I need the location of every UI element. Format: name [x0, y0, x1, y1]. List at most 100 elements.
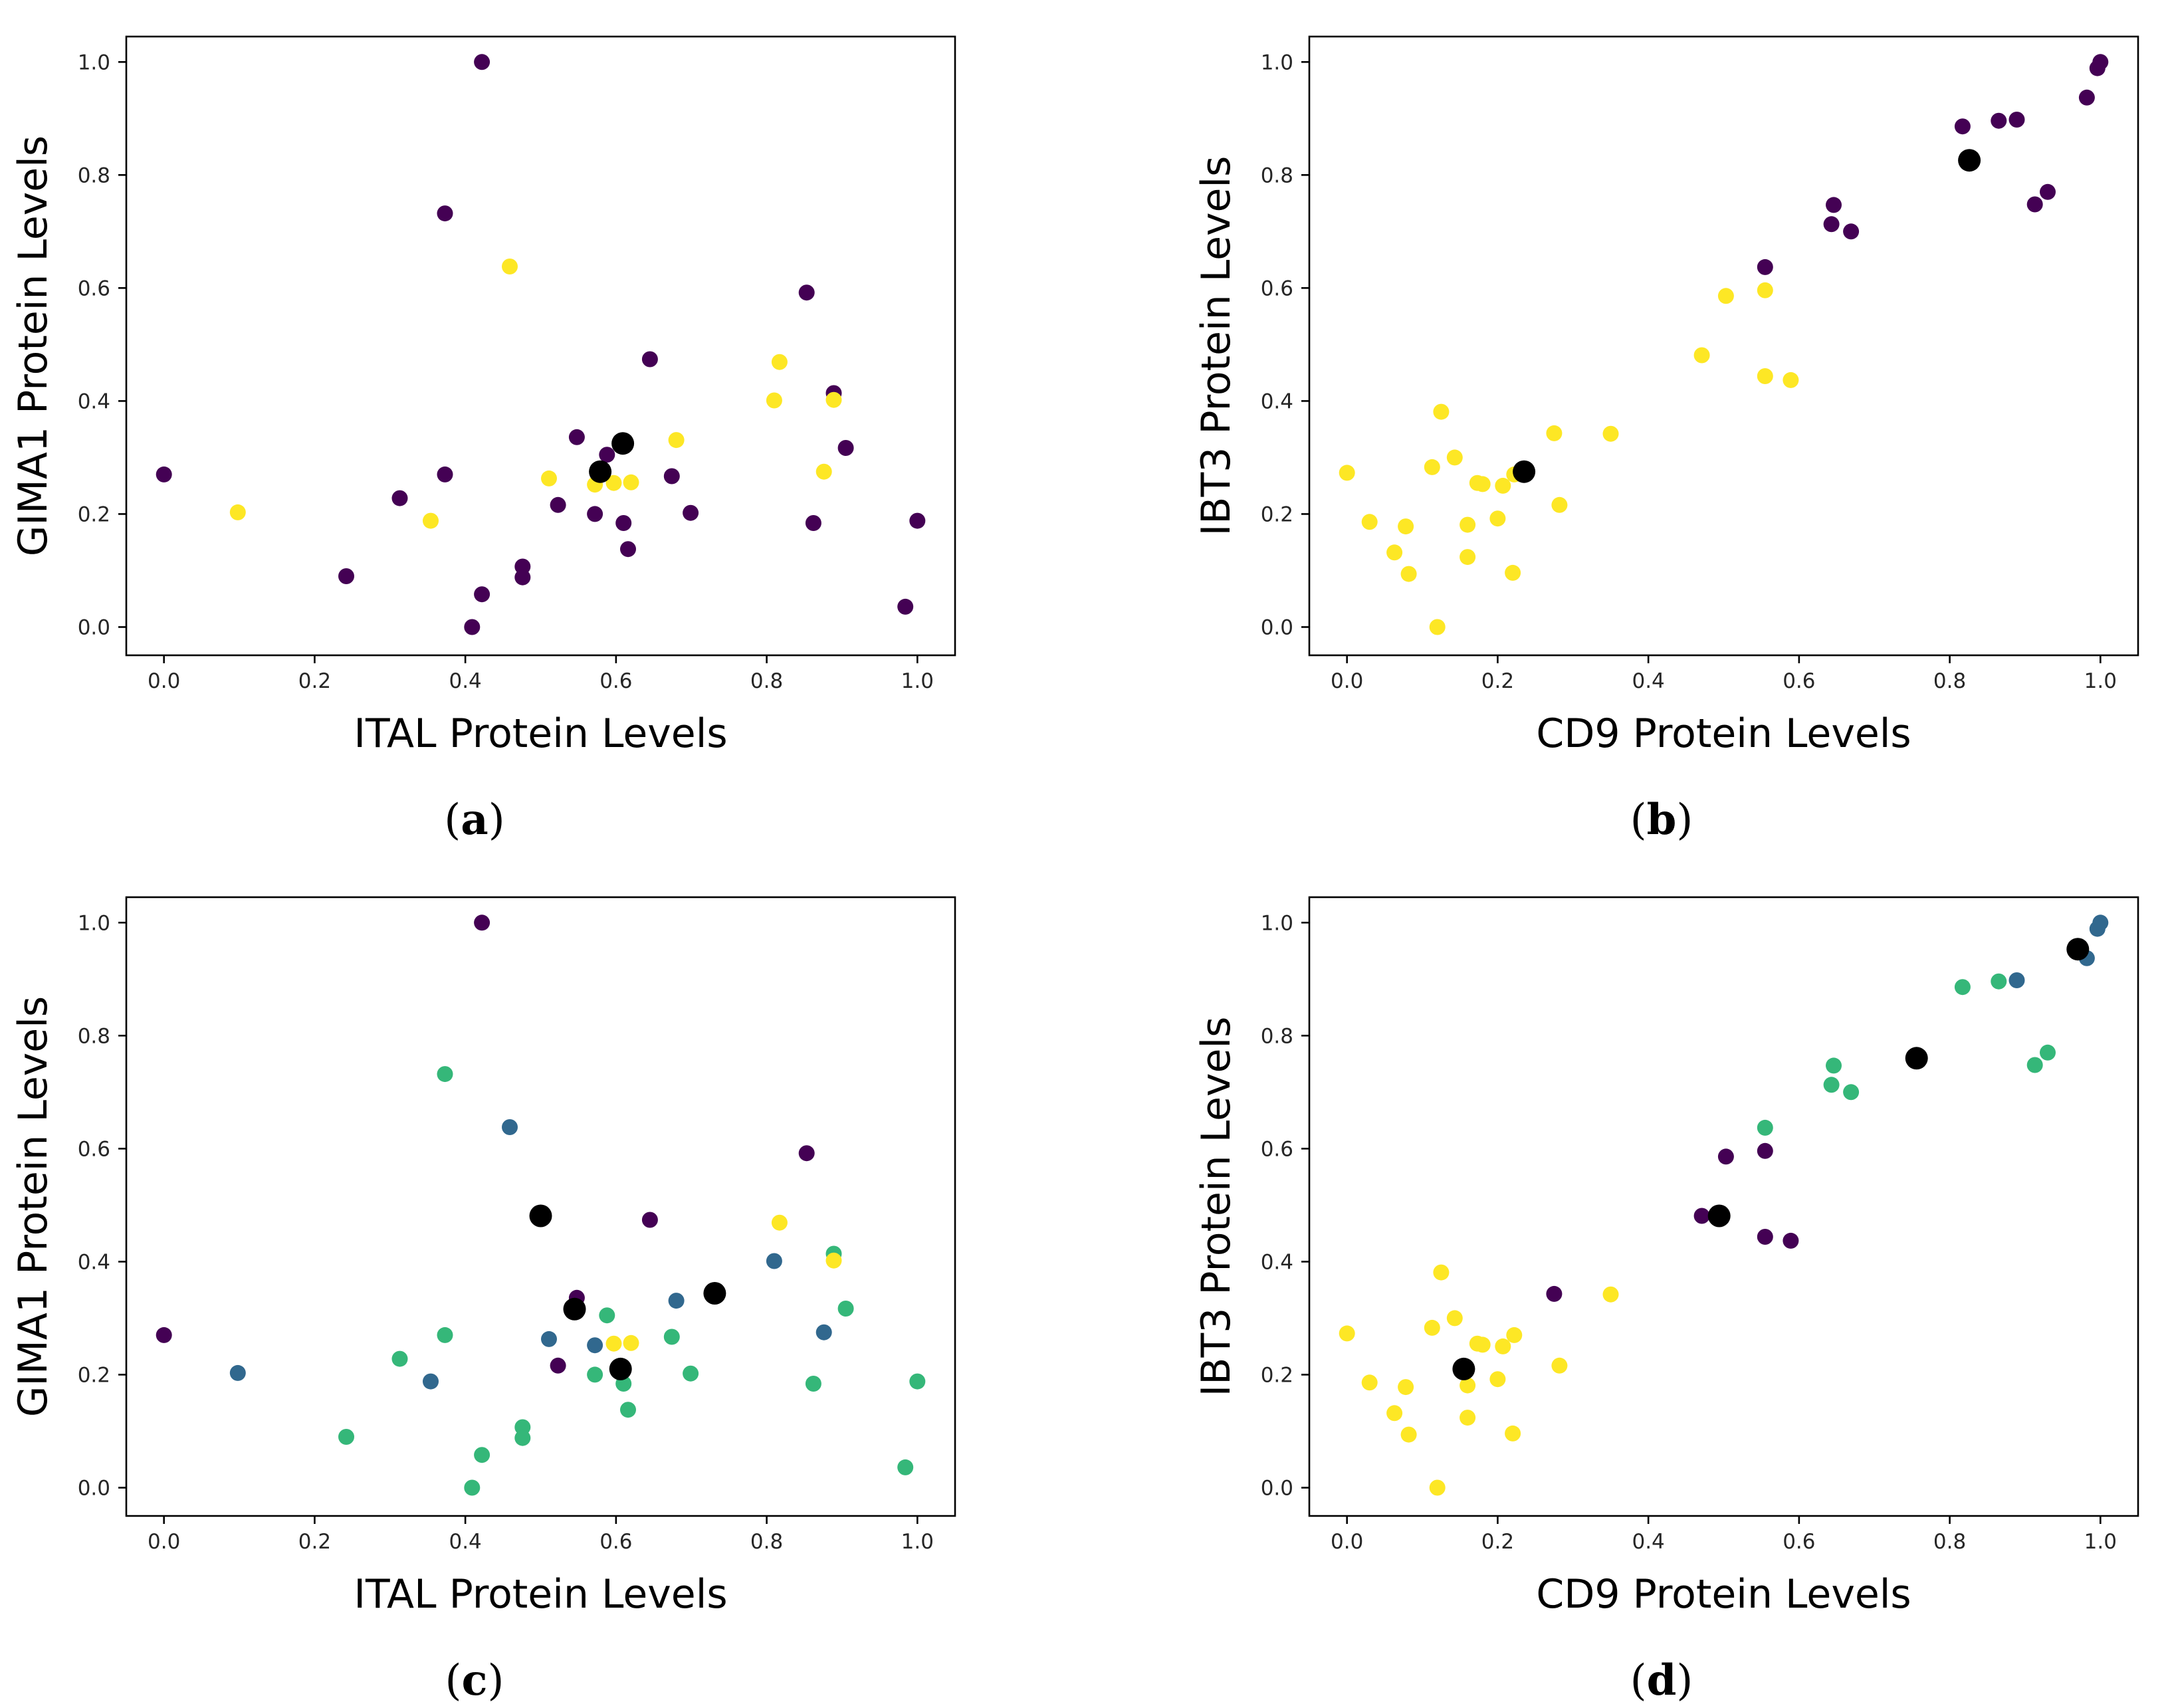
data-point-purple [683, 504, 699, 521]
data-point-green [1826, 1057, 1842, 1074]
x-tick-label: 0.2 [298, 669, 331, 693]
x-tick-label: 0.0 [1331, 1530, 1363, 1554]
panel-caption: (b) [1630, 795, 1693, 845]
y-tick-label: 1.0 [1261, 51, 1293, 74]
x-tick-label: 0.2 [298, 1530, 331, 1554]
data-point-yellow [1446, 449, 1463, 466]
data-point-green [620, 1402, 636, 1418]
data-point-yellow [1693, 347, 1710, 364]
data-point-green [909, 1373, 926, 1390]
data-point-yellow [1460, 516, 1476, 533]
data-point-yellow [766, 392, 782, 409]
axes-frame [1308, 35, 2139, 657]
data-point-purple [1954, 118, 1971, 135]
x-tick-label: 0.0 [148, 1530, 180, 1554]
data-point-purple [568, 429, 585, 445]
y-tick-label: 0.4 [78, 1250, 110, 1274]
data-point-green [437, 1327, 453, 1343]
data-point-purple [1757, 1142, 1773, 1159]
x-tick-label: 1.0 [901, 1530, 934, 1554]
data-point-yellow [668, 432, 685, 449]
data-point-purple [805, 515, 821, 531]
data-point-green [437, 1066, 453, 1083]
data-point-purple [464, 619, 481, 635]
data-point-yellow [1505, 564, 1521, 581]
data-point-green [1757, 1119, 1773, 1136]
data-point-yellow [1551, 1357, 1568, 1374]
x-tick-label: 0.6 [1783, 669, 1815, 693]
data-point-yellow [1361, 1374, 1378, 1391]
caption-letter: c [462, 1655, 488, 1705]
y-tick-label: 0.4 [78, 389, 110, 413]
y-tick-label: 0.0 [1261, 615, 1293, 639]
x-tick-label: 0.2 [1481, 1530, 1514, 1554]
x-axis-label: CD9 Protein Levels [1536, 1571, 1911, 1618]
x-axis-label: ITAL Protein Levels [354, 710, 727, 757]
data-point-purple [474, 914, 490, 931]
data-point-yellow [1546, 425, 1563, 441]
x-tick-label: 1.0 [901, 669, 934, 693]
caption-letter: a [461, 795, 488, 845]
x-tick-label: 0.4 [449, 1530, 481, 1554]
data-point-purple [909, 512, 926, 529]
y-tick-label: 0.0 [1261, 1476, 1293, 1500]
data-point-yellow [1446, 1310, 1463, 1327]
data-point-green [2026, 1057, 2043, 1073]
data-point-yellow [1398, 518, 1414, 535]
data-point-purple [391, 490, 408, 506]
data-point-yellow [1424, 1319, 1440, 1336]
data-point-yellow [1757, 368, 1773, 384]
x-tick-label: 0.6 [599, 669, 632, 693]
data-point-yellow [1602, 1286, 1619, 1303]
data-point-yellow [1460, 549, 1476, 566]
y-tick-label: 0.8 [78, 1024, 110, 1048]
data-point-yellow [1460, 1410, 1476, 1426]
data-point-purple [587, 506, 603, 522]
x-tick-label: 0.0 [148, 669, 180, 693]
data-point-purple [2008, 112, 2025, 128]
data-point-blue [587, 1337, 603, 1354]
data-point-yellow [1474, 476, 1491, 492]
data-point-purple [1546, 1285, 1563, 1302]
y-tick-label: 1.0 [78, 51, 110, 74]
centroid-point [611, 432, 635, 455]
data-point-blue [423, 1373, 439, 1390]
y-tick-label: 0.2 [1261, 502, 1293, 526]
data-point-purple [1843, 223, 1860, 240]
data-point-green [837, 1301, 854, 1317]
data-point-yellow [1602, 425, 1619, 442]
caption-open-paren: ( [445, 1656, 462, 1705]
data-point-yellow [229, 504, 246, 520]
caption-close-paren: ) [1676, 796, 1693, 845]
data-point-purple [641, 1212, 658, 1228]
data-point-yellow [1489, 1371, 1506, 1388]
y-ticks: 0.0 0.2 0.4 0.6 0.8 1.0 [78, 911, 126, 1500]
panel-b: 0.0 0.2 0.4 0.6 0.8 1.0 0.0 0.2 0.4 0.6 0.8 1.0 CD9 … [1193, 35, 2139, 845]
data-point-blue [541, 1331, 557, 1347]
data-point-purple [437, 466, 453, 482]
data-point-blue [2008, 972, 2025, 988]
y-tick-label: 0.8 [78, 163, 110, 187]
data-point-purple [1757, 259, 1773, 275]
centroid-points [1513, 149, 1981, 483]
data-point-purple [798, 284, 815, 301]
centroid-points [1452, 938, 2090, 1380]
x-tick-label: 0.6 [599, 1530, 632, 1554]
data-point-purple [2092, 54, 2109, 70]
data-point-yellow [1398, 1379, 1414, 1396]
data-point-blue [668, 1293, 685, 1309]
x-tick-label: 0.4 [449, 669, 481, 693]
axes-frame [1308, 896, 2139, 1517]
x-tick-label: 0.4 [1632, 1530, 1664, 1554]
axes-frame [125, 35, 956, 657]
data-point-yellow [1433, 403, 1450, 420]
centroid-point [2066, 938, 2090, 961]
data-point-purple [474, 586, 490, 603]
x-tick-label: 0.6 [1783, 1530, 1815, 1554]
data-point-blue [229, 1364, 246, 1381]
data-point-purple [437, 205, 453, 222]
x-axis-label: CD9 Protein Levels [1536, 710, 1911, 757]
panels: 0.0 0.2 0.4 0.6 0.8 1.0 0.0 0.2 0.4 0.6 0.8 1.0 ITAL… [10, 35, 2139, 1705]
data-point-purple [615, 515, 632, 531]
data-point-purple [1826, 197, 1842, 213]
